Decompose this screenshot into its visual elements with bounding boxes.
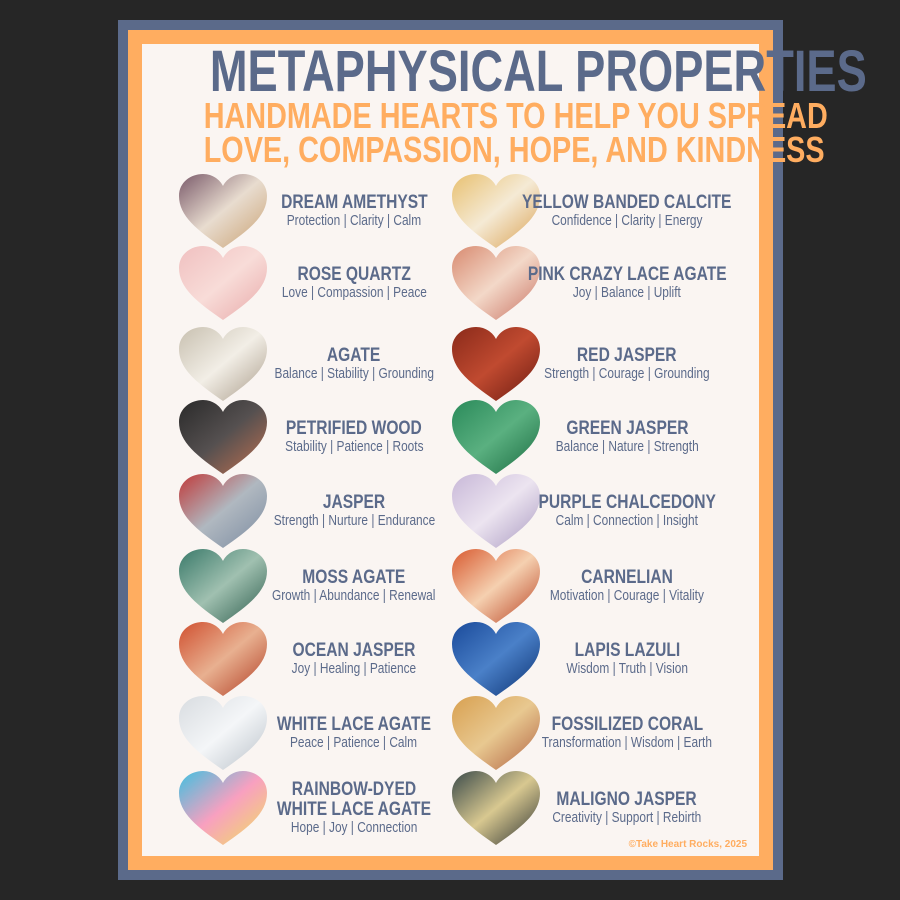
heart-stone-image (452, 622, 540, 696)
heart-stone-image (179, 696, 267, 770)
copyright: ©Take Heart Rocks, 2025 (628, 839, 747, 850)
stone-entry: MOSS AGATE Growth | Abundance | Renewal (147, 547, 436, 627)
stone-entry: PURPLE CHALCEDONY Calm | Connection | Ins… (420, 472, 716, 552)
stone-properties: Calm | Connection | Insight (555, 512, 699, 529)
heart-stone-image (452, 327, 540, 401)
heart-stone-image (179, 400, 267, 474)
stone-entry: YELLOW BANDED CALCITE Confidence | Clarit… (420, 172, 732, 252)
stone-entry: OCEAN JASPER Joy | Healing | Patience (147, 620, 423, 700)
stone-entry: JASPER Strength | Nurture | Endurance (147, 472, 435, 552)
stone-properties: Confidence | Clarity | Energy (551, 212, 703, 229)
stone-entry: PINK CRAZY LACE AGATE Joy | Balance | Upl… (420, 244, 726, 324)
stone-properties: Creativity | Support | Rebirth (552, 809, 702, 826)
stone-name: RED JASPER (577, 344, 677, 366)
stone-entry: ROSE QUARTZ Love | Compassion | Peace (147, 244, 426, 324)
stone-properties: Love | Compassion | Peace (281, 284, 427, 301)
stone-properties: Balance | Stability | Grounding (274, 365, 434, 382)
stone-entry: CARNELIAN Motivation | Courage | Vitality (420, 547, 704, 627)
heart-stone-image (179, 174, 267, 248)
poster-paper: METAPHYSICAL PROPERTIES HANDMADE HEARTS … (142, 39, 867, 856)
stone-properties: Transformation | Wisdom | Earth (541, 734, 713, 751)
stone-name: DREAM AMETHYST (280, 191, 428, 213)
poster-subtitle-line-2: LOVE, COMPASSION, HOPE, AND KINDNESS (203, 129, 825, 170)
stone-properties: Strength | Nurture | Endurance (273, 512, 435, 529)
poster-frame: METAPHYSICAL PROPERTIES HANDMADE HEARTS … (118, 20, 867, 880)
stone-properties: Hope | Joy | Connection (290, 819, 418, 836)
stone-properties: Stability | Patience | Roots (284, 438, 424, 455)
poster-title: METAPHYSICAL PROPERTIES (209, 39, 867, 104)
stone-entry: MALIGNO JASPER Creativity | Support | Reb… (420, 769, 701, 849)
heart-stone-image (452, 400, 540, 474)
stone-properties: Wisdom | Truth | Vision (566, 660, 688, 677)
heart-stone-image (179, 327, 267, 401)
heart-stone-image (179, 622, 267, 696)
stone-properties: Motivation | Courage | Vitality (549, 587, 705, 604)
stone-properties: Joy | Balance | Uplift (573, 284, 681, 301)
stone-name: GREEN JASPER (565, 417, 689, 439)
stone-name: MALIGNO JASPER (556, 788, 698, 810)
stone-name: PETRIFIED WOOD (286, 417, 422, 439)
stone-entry: FOSSILIZED CORAL Transformation | Wisdom … (420, 694, 712, 774)
stone-properties: Peace | Patience | Calm (290, 734, 418, 751)
stone-name: MOSS AGATE (302, 566, 406, 588)
heart-stone-image (179, 549, 267, 623)
poster-border: METAPHYSICAL PROPERTIES HANDMADE HEARTS … (128, 30, 867, 870)
stone-name: JASPER (322, 491, 386, 513)
heart-stone-image (452, 174, 540, 248)
stone-name: FOSSILIZED CORAL (551, 713, 703, 735)
poster-subtitle-line-1: HANDMADE HEARTS TO HELP YOU SPREAD (203, 95, 828, 136)
stone-properties: Growth | Abundance | Renewal (272, 587, 436, 604)
stone-name: RAINBOW-DYED WHITE LACE AGATE (276, 778, 432, 820)
heart-stone-image (452, 771, 540, 845)
stone-entry: WHITE LACE AGATE Peace | Patience | Calm (147, 694, 431, 774)
stone-properties: Joy | Healing | Patience (291, 660, 417, 677)
heart-stone-image (179, 474, 267, 548)
stone-name: ROSE QUARTZ (297, 263, 411, 285)
heart-stone-image (452, 246, 540, 320)
stone-name: YELLOW BANDED CALCITE (522, 191, 732, 213)
heart-stone-image (452, 549, 540, 623)
stone-properties: Protection | Clarity | Calm (286, 212, 422, 229)
stone-entry: RED JASPER Strength | Courage | Grounding (420, 325, 710, 405)
heart-stone-image (179, 246, 267, 320)
heart-stone-image (452, 696, 540, 770)
stone-name: AGATE (327, 344, 381, 366)
stone-name: CARNELIAN (581, 566, 673, 588)
stone-entry: PETRIFIED WOOD Stability | Patience | Roo… (147, 398, 423, 478)
stone-properties: Balance | Nature | Strength (555, 438, 699, 455)
heart-stone-image (452, 474, 540, 548)
stone-name: PINK CRAZY LACE AGATE (527, 263, 727, 285)
stone-name: OCEAN JASPER (292, 639, 416, 661)
stone-name: PURPLE CHALCEDONY (538, 491, 716, 513)
heart-stone-image (179, 771, 267, 845)
stone-entry: GREEN JASPER Balance | Nature | Strength (420, 398, 699, 478)
stone-entry: LAPIS LAZULI Wisdom | Truth | Vision (420, 620, 696, 700)
stone-entry: AGATE Balance | Stability | Grounding (147, 325, 434, 405)
stone-name: WHITE LACE AGATE (276, 713, 432, 735)
stone-entry: DREAM AMETHYST Protection | Clarity | Cal… (147, 172, 427, 252)
stone-entry: RAINBOW-DYED WHITE LACE AGATE Hope | Joy |… (147, 769, 431, 849)
stone-name: LAPIS LAZULI (574, 639, 680, 661)
stone-properties: Strength | Courage | Grounding (544, 365, 710, 382)
